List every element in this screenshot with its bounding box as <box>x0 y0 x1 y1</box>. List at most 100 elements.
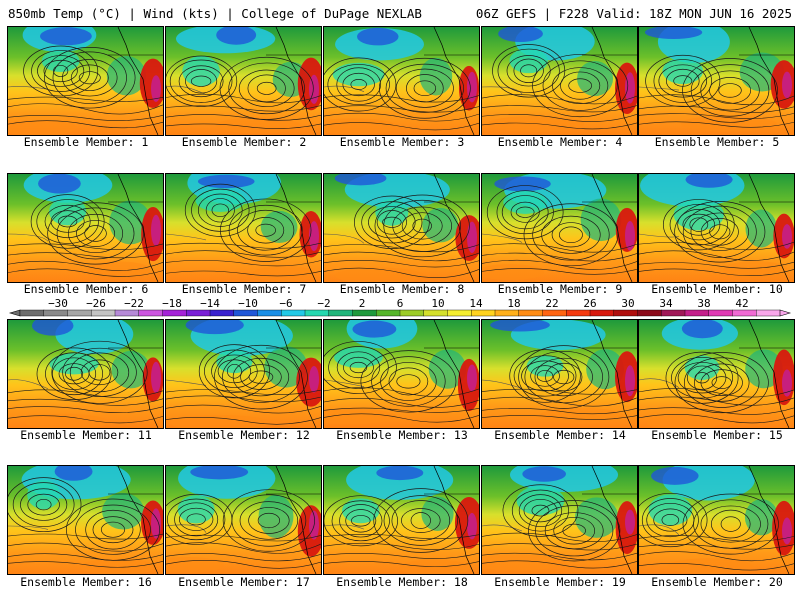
member-caption: Ensemble Member: 2 <box>181 135 307 149</box>
colorbar-swatch <box>471 309 496 317</box>
colorbar-tick-label: 14 <box>469 298 483 310</box>
member-caption: Ensemble Member: 9 <box>497 282 623 296</box>
colorbar-swatch <box>67 309 92 317</box>
colorbar-swatch <box>233 309 258 317</box>
member-caption: Ensemble Member: 5 <box>654 135 780 149</box>
colorbar-tick-label: −18 <box>162 298 182 310</box>
colorbar-swatch <box>423 309 448 317</box>
colorbar-tick-label: 34 <box>659 298 673 310</box>
temperature-map <box>482 466 637 574</box>
temperature-map <box>324 320 479 428</box>
colorbar-swatch <box>566 309 591 317</box>
ensemble-map-panel <box>638 465 795 575</box>
ensemble-map-panel <box>481 26 638 136</box>
colorbar-min-arrow <box>8 309 21 317</box>
member-caption: Ensemble Member: 17 <box>178 575 310 589</box>
colorbar-swatch <box>162 309 187 317</box>
ensemble-map-panel <box>481 173 638 283</box>
temperature-map <box>8 27 163 135</box>
member-caption: Ensemble Member: 18 <box>336 575 468 589</box>
temperature-map <box>166 466 321 574</box>
ensemble-map-panel <box>7 173 164 283</box>
colorbar-tick-label: −30 <box>48 298 68 310</box>
colorbar-tick-label: 6 <box>397 298 404 310</box>
member-caption: Ensemble Member: 11 <box>20 428 152 442</box>
colorbar-swatch <box>542 309 567 317</box>
colorbar-swatch <box>661 309 686 317</box>
member-caption: Ensemble Member: 19 <box>494 575 626 589</box>
colorbar-swatch <box>114 309 140 317</box>
temperature-map <box>8 174 163 282</box>
colorbar-swatch <box>684 309 710 317</box>
colorbar-tick-label: 42 <box>735 298 748 310</box>
ensemble-map-panel <box>165 26 322 136</box>
ensemble-map-panel <box>7 465 164 575</box>
temperature-map <box>639 320 794 428</box>
colorbar-swatch <box>304 309 330 317</box>
colorbar-swatch <box>613 309 638 317</box>
colorbar-swatch <box>637 309 662 317</box>
colorbar-swatch <box>91 309 116 317</box>
colorbar-swatch <box>756 309 781 317</box>
member-caption: Ensemble Member: 3 <box>339 135 465 149</box>
ensemble-map-panel <box>165 465 322 575</box>
colorbar-swatch <box>209 309 235 317</box>
colorbar-swatch <box>281 309 306 317</box>
colorbar-swatch <box>138 309 163 317</box>
ensemble-map-panel <box>481 319 638 429</box>
colorbar-swatch <box>43 309 68 317</box>
colorbar-tick-label: −2 <box>317 298 330 310</box>
ensemble-map-panel <box>638 26 795 136</box>
temperature-map <box>324 174 479 282</box>
colorbar-swatch <box>708 309 733 317</box>
colorbar-swatch <box>352 309 377 317</box>
colorbar-max-arrow <box>779 309 792 317</box>
ensemble-map-panel <box>7 319 164 429</box>
temperature-map <box>482 320 637 428</box>
temperature-map <box>324 466 479 574</box>
colorbar-swatch <box>19 309 45 317</box>
member-caption: Ensemble Member: 4 <box>497 135 623 149</box>
colorbar-tick-label: 30 <box>621 298 634 310</box>
ensemble-map-panel <box>323 173 480 283</box>
colorbar-tick-label: 10 <box>431 298 444 310</box>
temperature-map <box>639 174 794 282</box>
temperature-map <box>324 27 479 135</box>
colorbar-tick-label: −14 <box>200 298 220 310</box>
colorbar-swatch <box>732 309 757 317</box>
member-caption: Ensemble Member: 15 <box>651 428 783 442</box>
member-caption: Ensemble Member: 14 <box>494 428 626 442</box>
colorbar-tick-label: 22 <box>545 298 558 310</box>
member-caption: Ensemble Member: 6 <box>23 282 149 296</box>
ensemble-map-panel <box>323 465 480 575</box>
colorbar-tick-label: 2 <box>359 298 366 310</box>
temperature-map <box>482 174 637 282</box>
member-caption: Ensemble Member: 1 <box>23 135 149 149</box>
colorbar-swatch <box>589 309 615 317</box>
colorbar-swatch <box>494 309 520 317</box>
colorbar: −30 −26 −22 −18 −14 −10 −6 −2 2 6 10 14 18 22 26 30 34 38… <box>6 298 794 320</box>
member-caption: Ensemble Member: 20 <box>651 575 783 589</box>
temperature-map <box>639 27 794 135</box>
valid-time: 06Z GEFS | F228 Valid: 18Z MON JUN 16 20… <box>475 6 792 21</box>
product-title: 850mb Temp (°C) | Wind (kts) | College o… <box>8 6 422 21</box>
colorbar-swatch <box>447 309 472 317</box>
temperature-map <box>8 466 163 574</box>
temperature-map <box>166 174 321 282</box>
colorbar-tick-label: 38 <box>697 298 710 310</box>
ensemble-map-panel <box>638 173 795 283</box>
member-caption: Ensemble Member: 10 <box>651 282 783 296</box>
ensemble-map-panel <box>638 319 795 429</box>
colorbar-tick-label: −22 <box>124 298 144 310</box>
ensemble-map-panel <box>323 319 480 429</box>
colorbar-tick-label: −10 <box>238 298 258 310</box>
ensemble-map-panel <box>7 26 164 136</box>
colorbar-swatch <box>399 309 425 317</box>
colorbar-tick-label: −6 <box>279 298 292 310</box>
temperature-map <box>639 466 794 574</box>
member-caption: Ensemble Member: 8 <box>339 282 465 296</box>
colorbar-swatch <box>186 309 211 317</box>
temperature-map <box>166 27 321 135</box>
ensemble-map-panel <box>323 26 480 136</box>
member-caption: Ensemble Member: 12 <box>178 428 310 442</box>
